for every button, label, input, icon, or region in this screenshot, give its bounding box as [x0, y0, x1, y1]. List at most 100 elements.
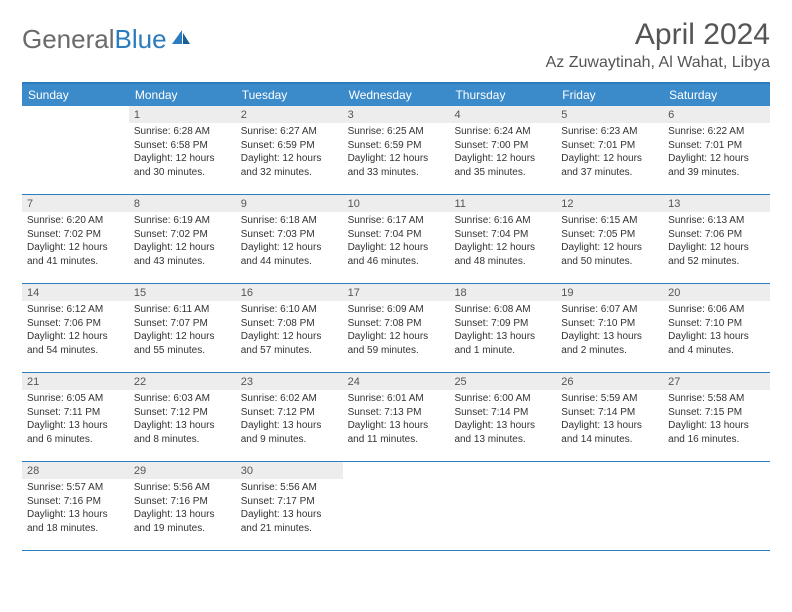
sunset-text: Sunset: 7:08 PM [241, 317, 338, 331]
calendar-cell: 14Sunrise: 6:12 AMSunset: 7:06 PMDayligh… [22, 284, 129, 372]
calendar-cell: 28Sunrise: 5:57 AMSunset: 7:16 PMDayligh… [22, 462, 129, 550]
cell-body: Sunrise: 6:20 AMSunset: 7:02 PMDaylight:… [22, 212, 129, 273]
sunrise-text: Sunrise: 6:22 AM [668, 125, 765, 139]
sunset-text: Sunset: 7:12 PM [134, 406, 231, 420]
sunrise-text: Sunrise: 6:02 AM [241, 392, 338, 406]
sunset-text: Sunset: 7:02 PM [27, 228, 124, 242]
calendar-cell: 11Sunrise: 6:16 AMSunset: 7:04 PMDayligh… [449, 195, 556, 283]
day-number: 28 [22, 462, 129, 479]
day-number: 10 [343, 195, 450, 212]
cell-body: Sunrise: 6:08 AMSunset: 7:09 PMDaylight:… [449, 301, 556, 362]
cell-body: Sunrise: 6:25 AMSunset: 6:59 PMDaylight:… [343, 123, 450, 184]
daylight-text: Daylight: 13 hours and 18 minutes. [27, 508, 124, 535]
day-number: 23 [236, 373, 343, 390]
calendar-cell: 20Sunrise: 6:06 AMSunset: 7:10 PMDayligh… [663, 284, 770, 372]
sunset-text: Sunset: 7:01 PM [668, 139, 765, 153]
sunset-text: Sunset: 7:09 PM [454, 317, 551, 331]
logo-general: General [22, 24, 115, 54]
calendar-cell: 16 Sunrise: 6:10 AMSunset: 7:08 PMDayligh… [236, 284, 343, 372]
sunset-text: Sunset: 6:59 PM [241, 139, 338, 153]
sunset-text: Sunset: 7:10 PM [561, 317, 658, 331]
sunrise-text: Sunrise: 6:11 AM [134, 303, 231, 317]
month-title: April 2024 [546, 18, 770, 52]
daylight-text: Daylight: 13 hours and 21 minutes. [241, 508, 338, 535]
cell-body: Sunrise: 6:05 AMSunset: 7:11 PMDaylight:… [22, 390, 129, 451]
daylight-text: Daylight: 12 hours and 54 minutes. [27, 330, 124, 357]
sunrise-text: Sunrise: 6:06 AM [668, 303, 765, 317]
day-number: 21 [22, 373, 129, 390]
sunset-text: Sunset: 7:10 PM [668, 317, 765, 331]
day-number: 18 [449, 284, 556, 301]
weeks-container: 1Sunrise: 6:28 AMSunset: 6:58 PMDaylight… [22, 106, 770, 551]
cell-body: Sunrise: 6:02 AMSunset: 7:12 PMDaylight:… [236, 390, 343, 451]
daylight-text: Daylight: 12 hours and 55 minutes. [134, 330, 231, 357]
day-header-sun: Sunday [22, 84, 129, 106]
sunset-text: Sunset: 6:59 PM [348, 139, 445, 153]
sunset-text: Sunset: 7:04 PM [454, 228, 551, 242]
cell-body: Sunrise: 6:22 AMSunset: 7:01 PMDaylight:… [663, 123, 770, 184]
cell-body: Sunrise: 5:56 AMSunset: 7:16 PMDaylight:… [129, 479, 236, 540]
cell-body: Sunrise: 5:58 AMSunset: 7:15 PMDaylight:… [663, 390, 770, 451]
day-number: 3 [343, 106, 450, 123]
week-row: 1Sunrise: 6:28 AMSunset: 6:58 PMDaylight… [22, 106, 770, 195]
sunrise-text: Sunrise: 5:56 AM [134, 481, 231, 495]
calendar-cell: 26Sunrise: 5:59 AMSunset: 7:14 PMDayligh… [556, 373, 663, 461]
calendar-cell: 8Sunrise: 6:19 AMSunset: 7:02 PMDaylight… [129, 195, 236, 283]
day-number [556, 462, 663, 479]
calendar-cell: 15Sunrise: 6:11 AMSunset: 7:07 PMDayligh… [129, 284, 236, 372]
sunset-text: Sunset: 7:11 PM [27, 406, 124, 420]
sunrise-text: Sunrise: 6:05 AM [27, 392, 124, 406]
daylight-text: Daylight: 12 hours and 43 minutes. [134, 241, 231, 268]
daylight-text: Daylight: 13 hours and 1 minute. [454, 330, 551, 357]
day-header-mon: Monday [129, 84, 236, 106]
day-number: 19 [556, 284, 663, 301]
cell-body: Sunrise: 6:16 AMSunset: 7:04 PMDaylight:… [449, 212, 556, 273]
sunset-text: Sunset: 7:14 PM [561, 406, 658, 420]
sunrise-text: Sunrise: 6:03 AM [134, 392, 231, 406]
calendar-cell: 6Sunrise: 6:22 AMSunset: 7:01 PMDaylight… [663, 106, 770, 194]
sunrise-text: Sunrise: 6:16 AM [454, 214, 551, 228]
sunset-text: Sunset: 7:15 PM [668, 406, 765, 420]
sunrise-text: Sunrise: 5:58 AM [668, 392, 765, 406]
daylight-text: Daylight: 13 hours and 6 minutes. [27, 419, 124, 446]
cell-body: Sunrise: 6:28 AMSunset: 6:58 PMDaylight:… [129, 123, 236, 184]
daylight-text: Daylight: 12 hours and 46 minutes. [348, 241, 445, 268]
sunrise-text: Sunrise: 6:10 AM [241, 303, 338, 317]
day-number: 29 [129, 462, 236, 479]
daylight-text: Daylight: 12 hours and 57 minutes. [241, 330, 338, 357]
daylight-text: Daylight: 12 hours and 30 minutes. [134, 152, 231, 179]
calendar-cell: 2Sunrise: 6:27 AMSunset: 6:59 PMDaylight… [236, 106, 343, 194]
week-row: 21Sunrise: 6:05 AMSunset: 7:11 PMDayligh… [22, 373, 770, 462]
calendar-cell: 18Sunrise: 6:08 AMSunset: 7:09 PMDayligh… [449, 284, 556, 372]
day-number: 5 [556, 106, 663, 123]
cell-body: Sunrise: 6:07 AMSunset: 7:10 PMDaylight:… [556, 301, 663, 362]
cell-body: Sunrise: 6:12 AMSunset: 7:06 PMDaylight:… [22, 301, 129, 362]
calendar-cell: 27Sunrise: 5:58 AMSunset: 7:15 PMDayligh… [663, 373, 770, 461]
day-number: 16 [236, 284, 343, 301]
day-number: 25 [449, 373, 556, 390]
sunrise-text: Sunrise: 6:13 AM [668, 214, 765, 228]
sunrise-text: Sunrise: 6:20 AM [27, 214, 124, 228]
cell-body: Sunrise: 5:56 AMSunset: 7:17 PMDaylight:… [236, 479, 343, 540]
daylight-text: Daylight: 13 hours and 11 minutes. [348, 419, 445, 446]
day-number [22, 106, 129, 123]
day-number: 12 [556, 195, 663, 212]
sunrise-text: Sunrise: 5:56 AM [241, 481, 338, 495]
sunset-text: Sunset: 7:16 PM [27, 495, 124, 509]
day-headers: Sunday Monday Tuesday Wednesday Thursday… [22, 84, 770, 106]
calendar-cell: 21Sunrise: 6:05 AMSunset: 7:11 PMDayligh… [22, 373, 129, 461]
week-row: 7Sunrise: 6:20 AMSunset: 7:02 PMDaylight… [22, 195, 770, 284]
sunset-text: Sunset: 7:03 PM [241, 228, 338, 242]
calendar-cell: 19Sunrise: 6:07 AMSunset: 7:10 PMDayligh… [556, 284, 663, 372]
daylight-text: Daylight: 12 hours and 33 minutes. [348, 152, 445, 179]
calendar-cell [22, 106, 129, 194]
cell-body: Sunrise: 6:19 AMSunset: 7:02 PMDaylight:… [129, 212, 236, 273]
daylight-text: Daylight: 12 hours and 37 minutes. [561, 152, 658, 179]
daylight-text: Daylight: 13 hours and 14 minutes. [561, 419, 658, 446]
calendar-cell [663, 462, 770, 550]
cell-body: Sunrise: 6:27 AMSunset: 6:59 PMDaylight:… [236, 123, 343, 184]
sunset-text: Sunset: 7:07 PM [134, 317, 231, 331]
sunrise-text: Sunrise: 6:25 AM [348, 125, 445, 139]
sunrise-text: Sunrise: 6:07 AM [561, 303, 658, 317]
calendar-cell [343, 462, 450, 550]
